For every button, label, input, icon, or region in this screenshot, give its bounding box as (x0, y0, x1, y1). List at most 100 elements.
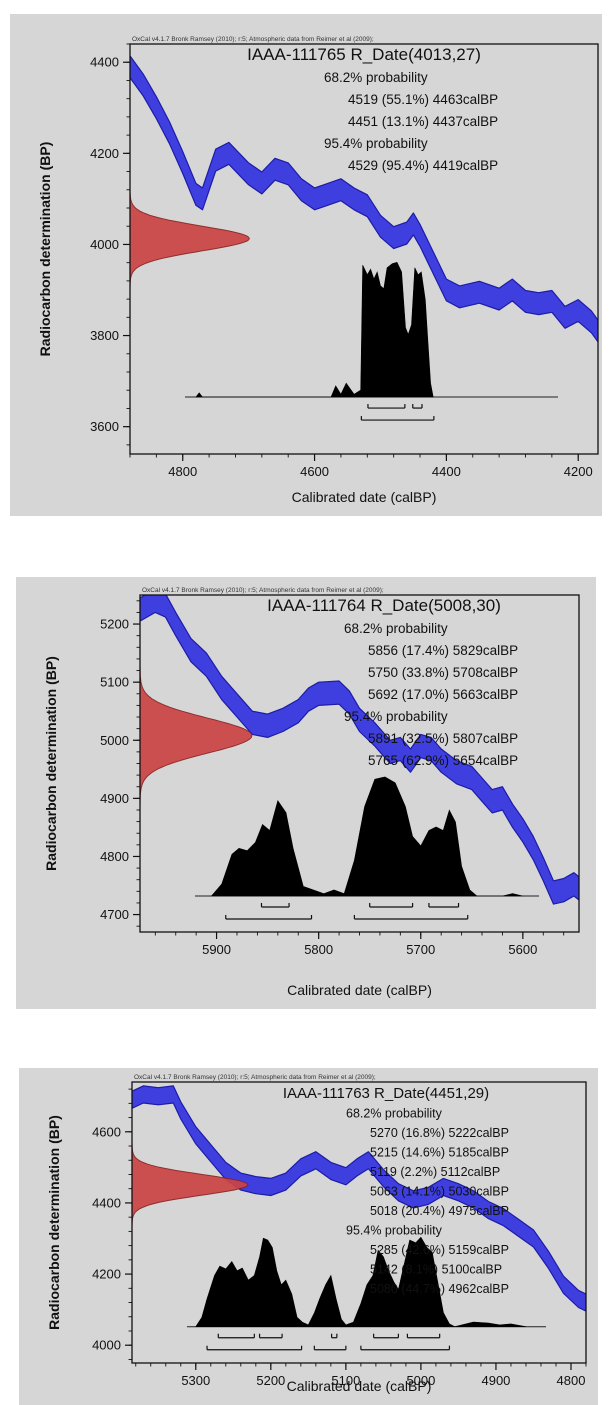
probability-range: 5080 (44.7%) 4962calBP (370, 1282, 509, 1296)
calibration-chart: 4800 4600 4400 4200 3600 3800 4000 4200 4400 Cali… (10, 14, 602, 516)
probability-heading: 95.4% probability (346, 1224, 443, 1238)
chart-title: IAAA-111764 R_Date(5008,30) (267, 596, 501, 615)
calibrated-distribution (195, 1236, 527, 1328)
y-tick-label-5100: 5100 (100, 675, 129, 690)
range-bar-1 (217, 1333, 255, 1339)
probability-heading: 95.4% probability (324, 136, 428, 151)
y-axis-label: Radiocarbon determination (BP) (46, 1115, 62, 1330)
range-bar-8 (360, 1345, 451, 1351)
range-bar-3 (331, 1333, 338, 1339)
plot-area (130, 55, 598, 421)
plot-area (132, 1085, 586, 1351)
x-axis-label: Calibrated date (calBP) (292, 489, 437, 505)
calibration-curve-band (132, 1085, 586, 1312)
probability-heading: 68.2% probability (346, 1107, 443, 1121)
probability-heading: 68.2% probability (344, 621, 448, 636)
range-bar-1 (367, 404, 406, 409)
y-tick-label-4800: 4800 (100, 849, 129, 864)
range-bar-4 (373, 1333, 399, 1339)
calibration-panel-3: 5300 5200 5100 5000 4900 4800 4000 4200 4400 4600… (19, 1068, 598, 1405)
range-bar-4 (225, 914, 313, 920)
y-tick-label-5000: 5000 (100, 733, 129, 748)
x-tick-label-5900: 5900 (202, 942, 231, 957)
x-tick-label-5300: 5300 (181, 1373, 210, 1388)
probability-range: 4529 (95.4%) 4419calBP (348, 158, 498, 173)
probability-range: 4519 (55.1%) 4463calBP (348, 92, 498, 107)
probability-range: 5119 (2.2%) 5112calBP (370, 1165, 500, 1179)
range-bar-2 (258, 1333, 283, 1339)
x-tick-label-4800: 4800 (557, 1373, 586, 1388)
probability-heading: 95.4% probability (344, 709, 448, 724)
x-tick-label-4600: 4600 (300, 464, 329, 479)
x-tick-label-5000: 5000 (406, 1373, 435, 1388)
radiocarbon-date-distribution (130, 186, 250, 291)
x-tick-label-5600: 5600 (508, 942, 537, 957)
x-tick-label-5100: 5100 (331, 1373, 360, 1388)
y-tick-label-3800: 3800 (90, 328, 119, 343)
calibration-chart: 5900 5800 5700 5600 4700 4800 4900 5000 5100 5200… (16, 577, 596, 1009)
x-tick-label-4800: 4800 (168, 464, 197, 479)
probability-range: 5063 (14.1%) 5030calBP (370, 1185, 509, 1199)
plot-frame (131, 1081, 587, 1364)
chart-title: IAAA-111763 R_Date(4451,29) (283, 1085, 489, 1102)
y-tick-label-4600: 4600 (92, 1124, 121, 1139)
range-bar-2 (369, 902, 414, 908)
y-axis-label: Radiocarbon determination (BP) (43, 656, 59, 871)
plot-frame (129, 43, 599, 455)
probability-range: 5285 (42.6%) 5159calBP (370, 1243, 509, 1257)
panel-background (19, 1068, 598, 1405)
probability-heading: 68.2% probability (324, 70, 428, 85)
calibrated-distribution (195, 261, 434, 398)
calibration-curve-band (140, 595, 579, 905)
y-tick-label-4200: 4200 (90, 146, 119, 161)
probability-range: 5270 (16.8%) 5222calBP (370, 1126, 509, 1140)
y-tick-label-4000: 4000 (90, 237, 119, 252)
y-axis-label: Radiocarbon determination (BP) (37, 142, 53, 357)
probability-range: 5891 (32.5%) 5807calBP (368, 731, 518, 746)
calibration-curve-band (130, 55, 598, 343)
range-bar-1 (260, 902, 290, 908)
calibration-panel-2: 5900 5800 5700 5600 4700 4800 4900 5000 5100 5200… (16, 577, 596, 1009)
calibration-panel-1: 4800 4600 4400 4200 3600 3800 4000 4200 4400 Cali… (10, 14, 602, 516)
probability-range: 5750 (33.8%) 5708calBP (368, 665, 518, 680)
probability-range: 5856 (17.4%) 5829calBP (368, 643, 518, 658)
oxcal-credit: OxCal v4.1.7 Bronk Ramsey (2010); r:5; A… (132, 36, 374, 43)
probability-range: 5018 (20.4%) 4975calBP (370, 1204, 509, 1218)
x-tick-label-5800: 5800 (304, 942, 333, 957)
probability-range: 5692 (17.0%) 5663calBP (368, 687, 518, 702)
x-tick-label-4400: 4400 (432, 464, 461, 479)
y-tick-label-4700: 4700 (100, 907, 129, 922)
radiocarbon-date-distribution (140, 662, 253, 809)
x-axis-label: Calibrated date (calBP) (287, 982, 432, 998)
y-tick-label-4000: 4000 (92, 1338, 121, 1353)
x-tick-label-4200: 4200 (564, 464, 593, 479)
y-tick-label-4400: 4400 (90, 55, 119, 70)
y-tick-label-4200: 4200 (92, 1267, 121, 1282)
range-bar-3 (360, 416, 435, 421)
probability-range: 5215 (14.6%) 5185calBP (370, 1146, 509, 1160)
y-tick-label-3600: 3600 (90, 419, 119, 434)
x-tick-label-4900: 4900 (481, 1373, 510, 1388)
y-tick-label-4400: 4400 (92, 1195, 121, 1210)
chart-title: IAAA-111765 R_Date(4013,27) (247, 45, 481, 64)
range-bar-5 (406, 1333, 441, 1339)
range-bar-5 (353, 914, 469, 920)
range-bar-7 (313, 1345, 347, 1351)
y-tick-label-5200: 5200 (100, 617, 129, 632)
x-tick-label-5700: 5700 (406, 942, 435, 957)
oxcal-credit: OxCal v4.1.7 Bronk Ramsey (2010); r:5; A… (142, 587, 384, 594)
x-tick-label-5200: 5200 (256, 1373, 285, 1388)
oxcal-credit: OxCal v4.1.7 Bronk Ramsey (2010); r:5; A… (134, 1074, 376, 1081)
calibration-chart: 5300 5200 5100 5000 4900 4800 4000 4200 4400 4600… (19, 1068, 598, 1405)
range-bar-6 (206, 1345, 303, 1351)
x-axis-label: Calibrated date (calBP) (287, 1378, 432, 1394)
probability-range: 5142 (8.1%) 5100calBP (370, 1263, 502, 1277)
calibrated-distribution (210, 776, 523, 897)
radiocarbon-date-distribution (132, 1141, 249, 1229)
panel-background (10, 14, 602, 516)
range-bar-3 (428, 902, 460, 908)
probability-range: 5765 (62.9%) 5654calBP (368, 753, 518, 768)
range-bar-2 (412, 404, 423, 409)
plot-area (140, 595, 579, 920)
probability-range: 4451 (13.1%) 4437calBP (348, 114, 498, 129)
